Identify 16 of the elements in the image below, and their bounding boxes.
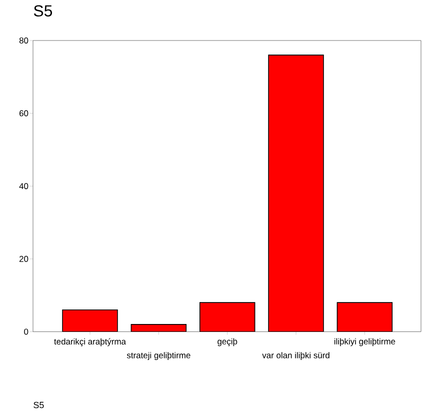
y-tick-label: 80 [19,38,28,44]
x-tick-label: geçiþ [218,338,238,346]
y-tick-label: 40 [19,183,28,190]
bar [268,55,324,332]
bar [62,310,118,332]
x-tick-label: strateji geliþtirme [126,352,190,360]
x-tick-label: iliþkiyi geliþtirme [334,338,396,346]
text: S5 [34,402,44,408]
x-tick-label: tedarikçi araþtýrma [54,338,126,346]
y-tick-label: 60 [20,110,28,116]
bar [200,302,255,332]
bar [336,302,393,332]
chart-title: S5 [34,5,52,16]
x-tick-label: var olan iliþki sürd [262,352,330,360]
y-tick-label: 20 [19,256,28,262]
y-tick-label: 0 [24,328,28,335]
